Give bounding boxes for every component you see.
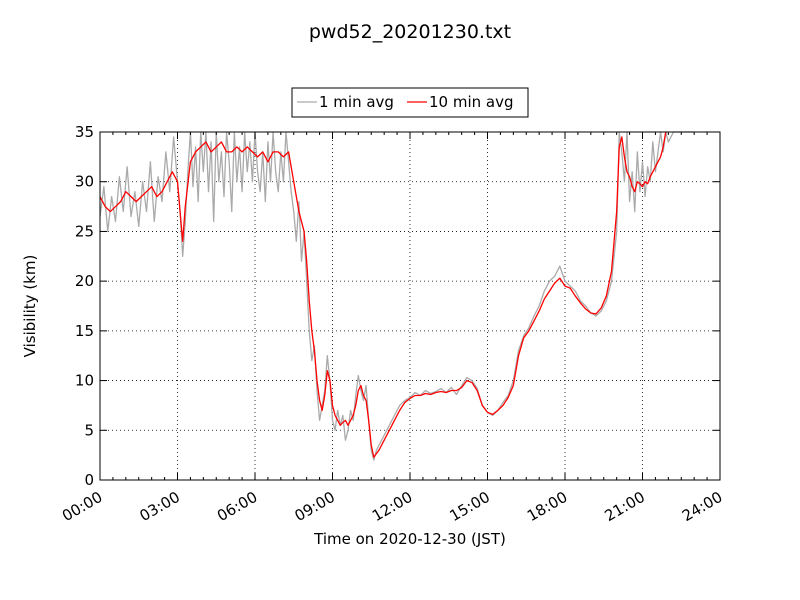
legend: 1 min avg 10 min avg [291, 87, 529, 118]
x-tick-label: 15:00 [447, 488, 493, 525]
series-1min-avg-line [99, 131, 695, 461]
x-tick-label: 18:00 [524, 488, 570, 525]
axis-ticks [99, 131, 721, 481]
y-axis-label: Visibility (km) [21, 255, 39, 358]
y-tick-label: 25 [75, 222, 94, 240]
x-tick-label: 03:00 [137, 488, 183, 525]
y-tick-label: 15 [75, 322, 94, 340]
y-tick-label: 30 [75, 173, 94, 191]
x-axis-label: Time on 2020-12-30 (JST) [313, 530, 506, 548]
series-10min-avg-line [99, 131, 667, 458]
y-tick-label: 5 [84, 421, 94, 439]
x-tick-label: 12:00 [369, 488, 415, 525]
series-lines [99, 131, 695, 461]
chart-title: pwd52_20201230.txt [309, 21, 511, 43]
x-tick-label: 21:00 [602, 488, 648, 525]
x-tick-label: 00:00 [59, 488, 105, 525]
x-tick-label: 06:00 [214, 488, 260, 525]
y-tick-label: 35 [75, 123, 94, 141]
x-tick-label: 09:00 [292, 488, 338, 525]
y-tick-label: 0 [84, 471, 94, 489]
legend-label-1min: 1 min avg [319, 93, 394, 111]
x-tick-label: 24:00 [679, 488, 725, 525]
legend-label-10min: 10 min avg [429, 93, 514, 111]
y-tick-label: 10 [75, 372, 94, 390]
y-tick-label: 20 [75, 272, 94, 290]
